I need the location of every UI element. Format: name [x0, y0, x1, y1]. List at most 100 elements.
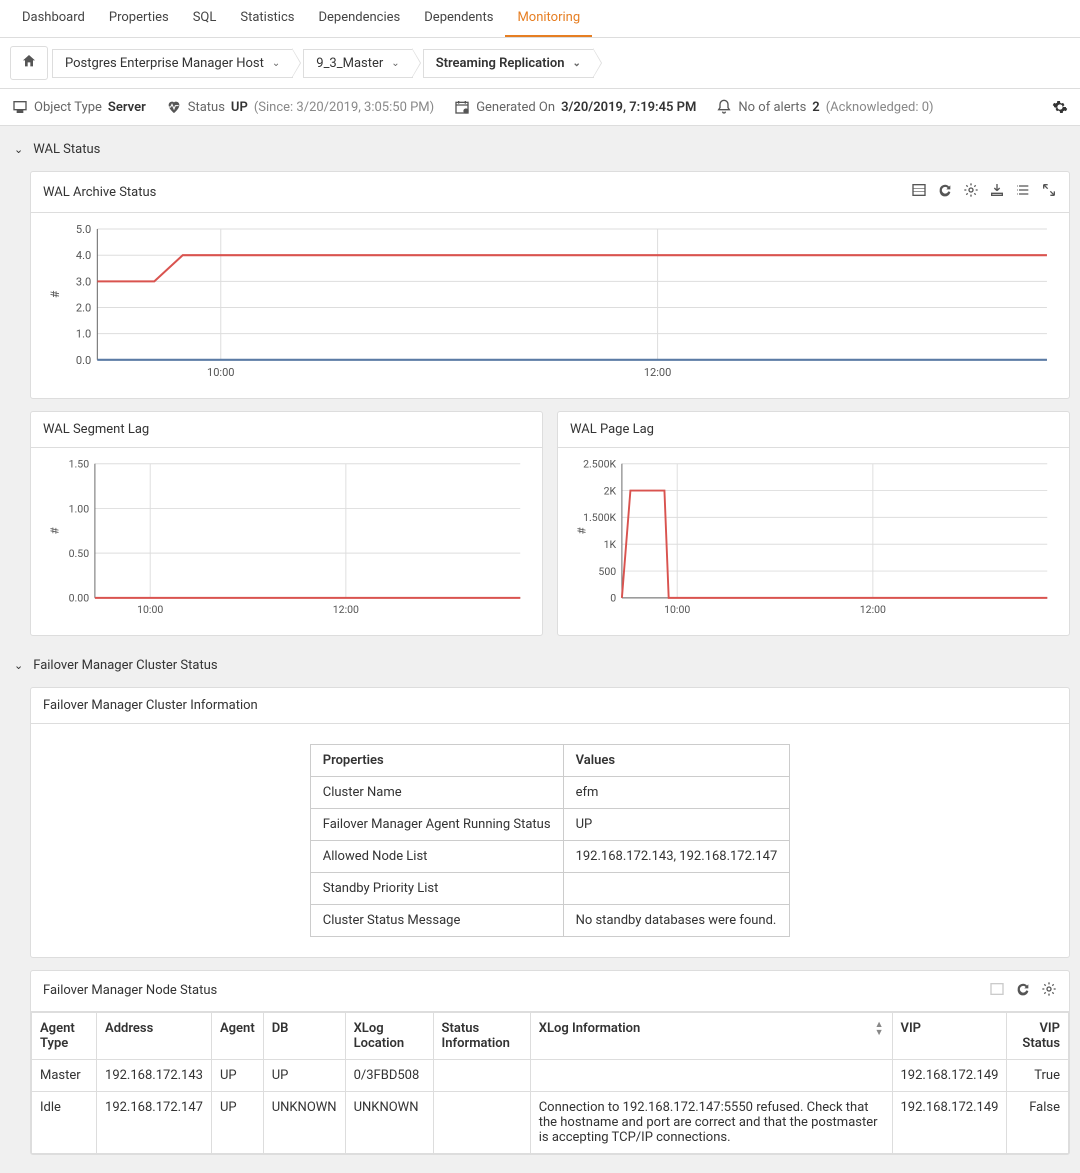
- breadcrumb-item[interactable]: Streaming Replication⌄: [423, 49, 594, 78]
- heartbeat-icon: [166, 99, 182, 115]
- table-header: Properties: [310, 744, 563, 776]
- svg-text:#: #: [47, 527, 61, 534]
- svg-text:5.0: 5.0: [76, 223, 91, 236]
- tab-dependencies[interactable]: Dependencies: [306, 0, 412, 37]
- failover-info-panel: Failover Manager Cluster Information Pro…: [30, 687, 1070, 958]
- alerts-label: No of alerts: [738, 100, 806, 115]
- table-header[interactable]: Agent: [211, 1012, 263, 1059]
- failover-node-table: Agent TypeAddressAgentDBXLog LocationSta…: [31, 1012, 1069, 1154]
- collapse-icon[interactable]: ⌄: [14, 659, 23, 672]
- svg-text:#: #: [48, 290, 62, 298]
- breadcrumb-item[interactable]: 9_3_Master⌄: [303, 49, 412, 78]
- table-header[interactable]: Status Information: [433, 1012, 530, 1059]
- table-header[interactable]: XLog Location: [345, 1012, 433, 1059]
- svg-text:10:00: 10:00: [137, 603, 163, 616]
- wal-segment-panel: WAL Segment Lag 0.00 0.50 1.00 1.50 10:00 12:…: [30, 411, 543, 636]
- svg-text:10:00: 10:00: [207, 366, 235, 379]
- sort-icon[interactable]: ▲▼: [875, 1021, 884, 1037]
- svg-text:1K: 1K: [604, 538, 617, 551]
- svg-text:0.00: 0.00: [69, 592, 90, 605]
- failover-node-title: Failover Manager Node Status: [43, 983, 989, 998]
- svg-text:4.0: 4.0: [76, 249, 91, 262]
- status-bar: Object Type Server Status UP (Since: 3/2…: [0, 89, 1080, 126]
- table-icon: [989, 981, 1005, 1001]
- table-header[interactable]: VIP Status: [1007, 1012, 1069, 1059]
- tab-monitoring[interactable]: Monitoring: [505, 0, 592, 37]
- chevron-down-icon: ⌄: [573, 58, 581, 69]
- status-value: UP: [231, 100, 248, 115]
- svg-text:12:00: 12:00: [860, 603, 886, 616]
- monitor-icon: [12, 99, 28, 115]
- tab-dashboard[interactable]: Dashboard: [10, 0, 97, 37]
- tab-properties[interactable]: Properties: [97, 0, 181, 37]
- refresh-icon[interactable]: [937, 182, 953, 202]
- svg-text:12:00: 12:00: [333, 603, 359, 616]
- svg-text:0.0: 0.0: [76, 354, 91, 367]
- status-label: Status: [188, 100, 225, 115]
- wal-archive-panel: WAL Archive Status 0.0 1.0 2.0 3.0 4.0 5.0 10:…: [30, 171, 1070, 399]
- failover-header: ⌄ Failover Manager Cluster Status: [8, 648, 1072, 683]
- generated-label: Generated On: [476, 100, 555, 115]
- svg-text:#: #: [574, 527, 588, 534]
- generated-value: 3/20/2019, 7:19:45 PM: [561, 100, 696, 115]
- table-row: Failover Manager Agent Running StatusUP: [310, 808, 790, 840]
- object-type-label: Object Type: [34, 100, 102, 115]
- wal-archive-title: WAL Archive Status: [43, 185, 911, 200]
- table-row: Cluster Nameefm: [310, 776, 790, 808]
- gear-icon[interactable]: [1041, 981, 1057, 1001]
- download-icon[interactable]: [989, 182, 1005, 202]
- refresh-icon[interactable]: [1015, 981, 1031, 1001]
- status-since: (Since: 3/20/2019, 3:05:50 PM): [254, 100, 434, 115]
- object-type-value: Server: [108, 100, 146, 115]
- svg-text:1.00: 1.00: [69, 502, 90, 515]
- svg-text:1.500K: 1.500K: [583, 511, 616, 524]
- wal-archive-chart: 0.01.02.03.04.05.010:0012:00#: [47, 223, 1053, 384]
- table-header[interactable]: DB: [263, 1012, 345, 1059]
- expand-icon[interactable]: [1041, 182, 1057, 202]
- wal-page-panel: WAL Page Lag 05001K1.500K2K2.500K10:0012…: [557, 411, 1070, 636]
- list-icon[interactable]: [1015, 182, 1031, 202]
- alerts-count: 2: [812, 100, 819, 115]
- svg-text:0.50: 0.50: [69, 547, 90, 560]
- svg-text:3.0: 3.0: [76, 275, 91, 288]
- svg-text:2K: 2K: [604, 484, 617, 497]
- table-header[interactable]: VIP: [892, 1012, 1007, 1059]
- table-icon[interactable]: [911, 182, 927, 202]
- collapse-icon[interactable]: ⌄: [14, 143, 23, 156]
- wal-segment-title: WAL Segment Lag: [43, 422, 530, 437]
- svg-text:1.0: 1.0: [76, 328, 91, 341]
- table-header[interactable]: Agent Type: [32, 1012, 97, 1059]
- wal-segment-chart: 0.00 0.50 1.00 1.50 10:00 12:00 #: [47, 458, 526, 621]
- failover-node-panel: Failover Manager Node Status Agent TypeA…: [30, 970, 1070, 1155]
- table-row: Master192.168.172.143UPUP0/3FBD508192.16…: [32, 1059, 1069, 1091]
- wal-page-chart: 05001K1.500K2K2.500K10:0012:00#: [574, 458, 1053, 621]
- failover-info-title: Failover Manager Cluster Information: [43, 698, 1057, 713]
- failover-info-table: PropertiesValuesCluster NameefmFailover …: [310, 744, 791, 937]
- tab-statistics[interactable]: Statistics: [228, 0, 306, 37]
- tab-sql[interactable]: SQL: [181, 0, 229, 37]
- breadcrumb: Postgres Enterprise Manager Host⌄ 9_3_Mas…: [0, 38, 1080, 89]
- gear-icon[interactable]: [1052, 99, 1068, 115]
- alerts-ack: (Acknowledged: 0): [826, 100, 934, 115]
- svg-text:1.50: 1.50: [69, 458, 90, 471]
- svg-text:2.0: 2.0: [76, 302, 91, 315]
- svg-text:0: 0: [610, 592, 616, 605]
- svg-text:2.500K: 2.500K: [583, 458, 616, 471]
- chevron-down-icon: ⌄: [272, 58, 280, 69]
- table-row: Cluster Status MessageNo standby databas…: [310, 904, 790, 936]
- wal-status-header: ⌄ WAL Status: [8, 132, 1072, 167]
- breadcrumb-item[interactable]: Postgres Enterprise Manager Host⌄: [52, 49, 293, 78]
- table-header: Values: [563, 744, 790, 776]
- wal-page-title: WAL Page Lag: [570, 422, 1057, 437]
- table-header[interactable]: Address: [97, 1012, 212, 1059]
- table-row: Allowed Node List192.168.172.143, 192.16…: [310, 840, 790, 872]
- svg-text:500: 500: [598, 565, 616, 578]
- home-icon[interactable]: [10, 46, 48, 80]
- tab-dependents[interactable]: Dependents: [412, 0, 505, 37]
- bell-icon: [716, 99, 732, 115]
- table-row: Standby Priority List: [310, 872, 790, 904]
- table-row: Idle192.168.172.147UPUNKNOWNUNKNOWNConne…: [32, 1091, 1069, 1153]
- table-header[interactable]: XLog Information▲▼: [530, 1012, 892, 1059]
- gear-icon[interactable]: [963, 182, 979, 202]
- failover-title: Failover Manager Cluster Status: [33, 658, 217, 673]
